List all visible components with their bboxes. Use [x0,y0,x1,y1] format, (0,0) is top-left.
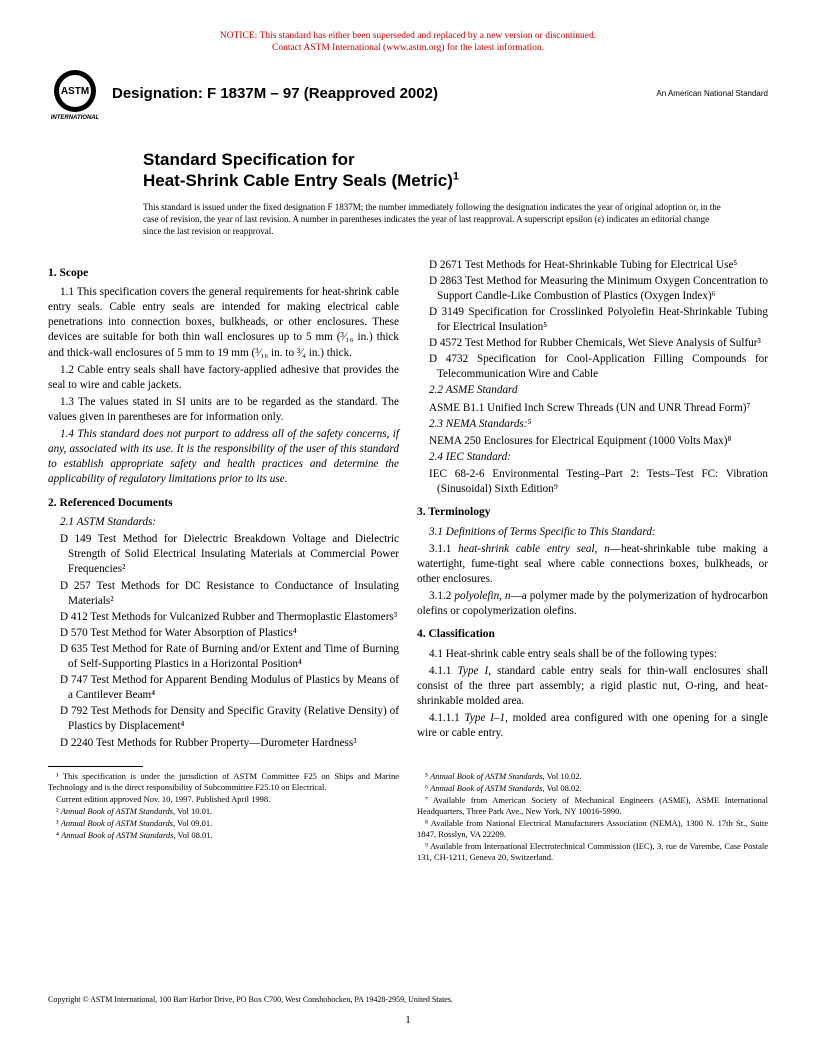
fn6: ⁶ Annual Book of ASTM Standards, Vol 08.… [417,783,768,794]
footnote-rule [48,766,143,767]
fn2: ² Annual Book of ASTM Standards, Vol 10.… [48,806,399,817]
ref-d412: D 412 Test Methods for Vulcanized Rubber… [48,610,399,625]
astm-std-label: 2.1 ASTM Standards: [48,515,399,530]
title-sup: 1 [453,170,459,182]
svg-text:INTERNATIONAL: INTERNATIONAL [51,115,100,121]
ref-d635: D 635 Test Method for Rate of Burning an… [48,642,399,672]
header-left: ASTM INTERNATIONAL Designation: F 1837M … [48,67,438,121]
title-line1: Standard Specification for [143,150,355,169]
fn8: ⁸ Available from National Electrical Man… [417,818,768,840]
ref-asme: ASME B1.1 Unified Inch Screw Threads (UN… [417,401,768,416]
ref-d747: D 747 Test Method for Apparent Bending M… [48,673,399,703]
classification-heading: 4. Classification [417,627,768,643]
page-number: 1 [405,1014,411,1026]
fn4: ⁴ Annual Book of ASTM Standards, Vol 08.… [48,830,399,841]
fn1: ¹ This specification is under the jurisd… [48,771,399,793]
refdoc-heading: 2. Referenced Documents [48,496,399,512]
title-block: Standard Specification for Heat-Shrink C… [143,149,768,192]
ref-d4572: D 4572 Test Method for Rubber Chemicals,… [417,336,768,351]
fn3: ³ Annual Book of ASTM Standards, Vol 09.… [48,818,399,829]
fn9: ⁹ Available from International Electrote… [417,841,768,863]
para-1-4-text: 1.4 This standard does not purport to ad… [48,428,399,485]
footnotes: ¹ This specification is under the jurisd… [48,771,768,864]
title-line2: Heat-Shrink Cable Entry Seals (Metric) [143,171,453,190]
iec-label: 2.4 IEC Standard: [417,450,768,465]
para-3-1-1: 3.1.1 heat-shrink cable entry seal, n—he… [417,542,768,587]
issue-note: This standard is issued under the fixed … [143,201,728,237]
ref-d2863: D 2863 Test Method for Measuring the Min… [417,274,768,304]
fn1b: Current edition approved Nov. 10, 1997. … [48,794,399,805]
ref-d2240: D 2240 Test Methods for Rubber Property—… [48,736,399,751]
para-4-1: 4.1 Heat-shrink cable entry seals shall … [417,647,768,662]
para-3-1: 3.1 Definitions of Terms Specific to Thi… [417,525,768,540]
para-4-1-1: 4.1.1 Type I, standard cable entry seals… [417,664,768,709]
left-column: 1. Scope 1.1 This specification covers t… [48,258,399,752]
ref-d149: D 149 Test Method for Dielectric Breakdo… [48,532,399,577]
header-row: ASTM INTERNATIONAL Designation: F 1837M … [48,67,768,121]
ref-d792: D 792 Test Methods for Density and Speci… [48,704,399,734]
para-1-4: 1.4 This standard does not purport to ad… [48,427,399,487]
ref-d2671: D 2671 Test Methods for Heat-Shrinkable … [417,258,768,273]
fn5: ⁵ Annual Book of ASTM Standards, Vol 10.… [417,771,768,782]
doc-title: Standard Specification for Heat-Shrink C… [143,149,768,192]
ans-note: An American National Standard [656,89,768,98]
ref-nema: NEMA 250 Enclosures for Electrical Equip… [417,434,768,449]
para-1-3: 1.3 The values stated in SI units are to… [48,395,399,425]
fn7: ⁷ Available from American Society of Mec… [417,795,768,817]
para-4-1-1-1: 4.1.1.1 Type I–1, molded area configured… [417,711,768,741]
designation-text: Designation: F 1837M – 97 (Reapproved 20… [112,85,438,102]
ref-iec: IEC 68-2-6 Environmental Testing–Part 2:… [417,467,768,497]
body-columns: 1. Scope 1.1 This specification covers t… [48,258,768,752]
terminology-heading: 3. Terminology [417,505,768,521]
astm-logo: ASTM INTERNATIONAL [48,67,102,121]
notice-line1: NOTICE: This standard has either been su… [220,31,596,41]
ref-d3149: D 3149 Specification for Crosslinked Pol… [417,305,768,335]
ref-d570: D 570 Test Method for Water Absorption o… [48,626,399,641]
para-1-2: 1.2 Cable entry seals shall have factory… [48,363,399,393]
nema-label: 2.3 NEMA Standards:⁵ [417,417,768,432]
para-1-1: 1.1 This specification covers the genera… [48,285,399,361]
ref-d4732: D 4732 Specification for Cool-Applicatio… [417,352,768,382]
asme-label: 2.2 ASME Standard [417,383,768,398]
copyright: Copyright © ASTM International, 100 Barr… [48,995,453,1004]
fn-right: ⁵ Annual Book of ASTM Standards, Vol 10.… [417,771,768,864]
right-column: D 2671 Test Methods for Heat-Shrinkable … [417,258,768,752]
fn-left: ¹ This specification is under the jurisd… [48,771,399,864]
notice-banner: NOTICE: This standard has either been su… [48,30,768,55]
para-3-1-2: 3.1.2 polyolefin, n—a polymer made by th… [417,589,768,619]
svg-text:ASTM: ASTM [61,86,89,97]
ref-d257: D 257 Test Methods for DC Resistance to … [48,579,399,609]
notice-line2: Contact ASTM International (www.astm.org… [272,43,544,53]
scope-heading: 1. Scope [48,266,399,282]
